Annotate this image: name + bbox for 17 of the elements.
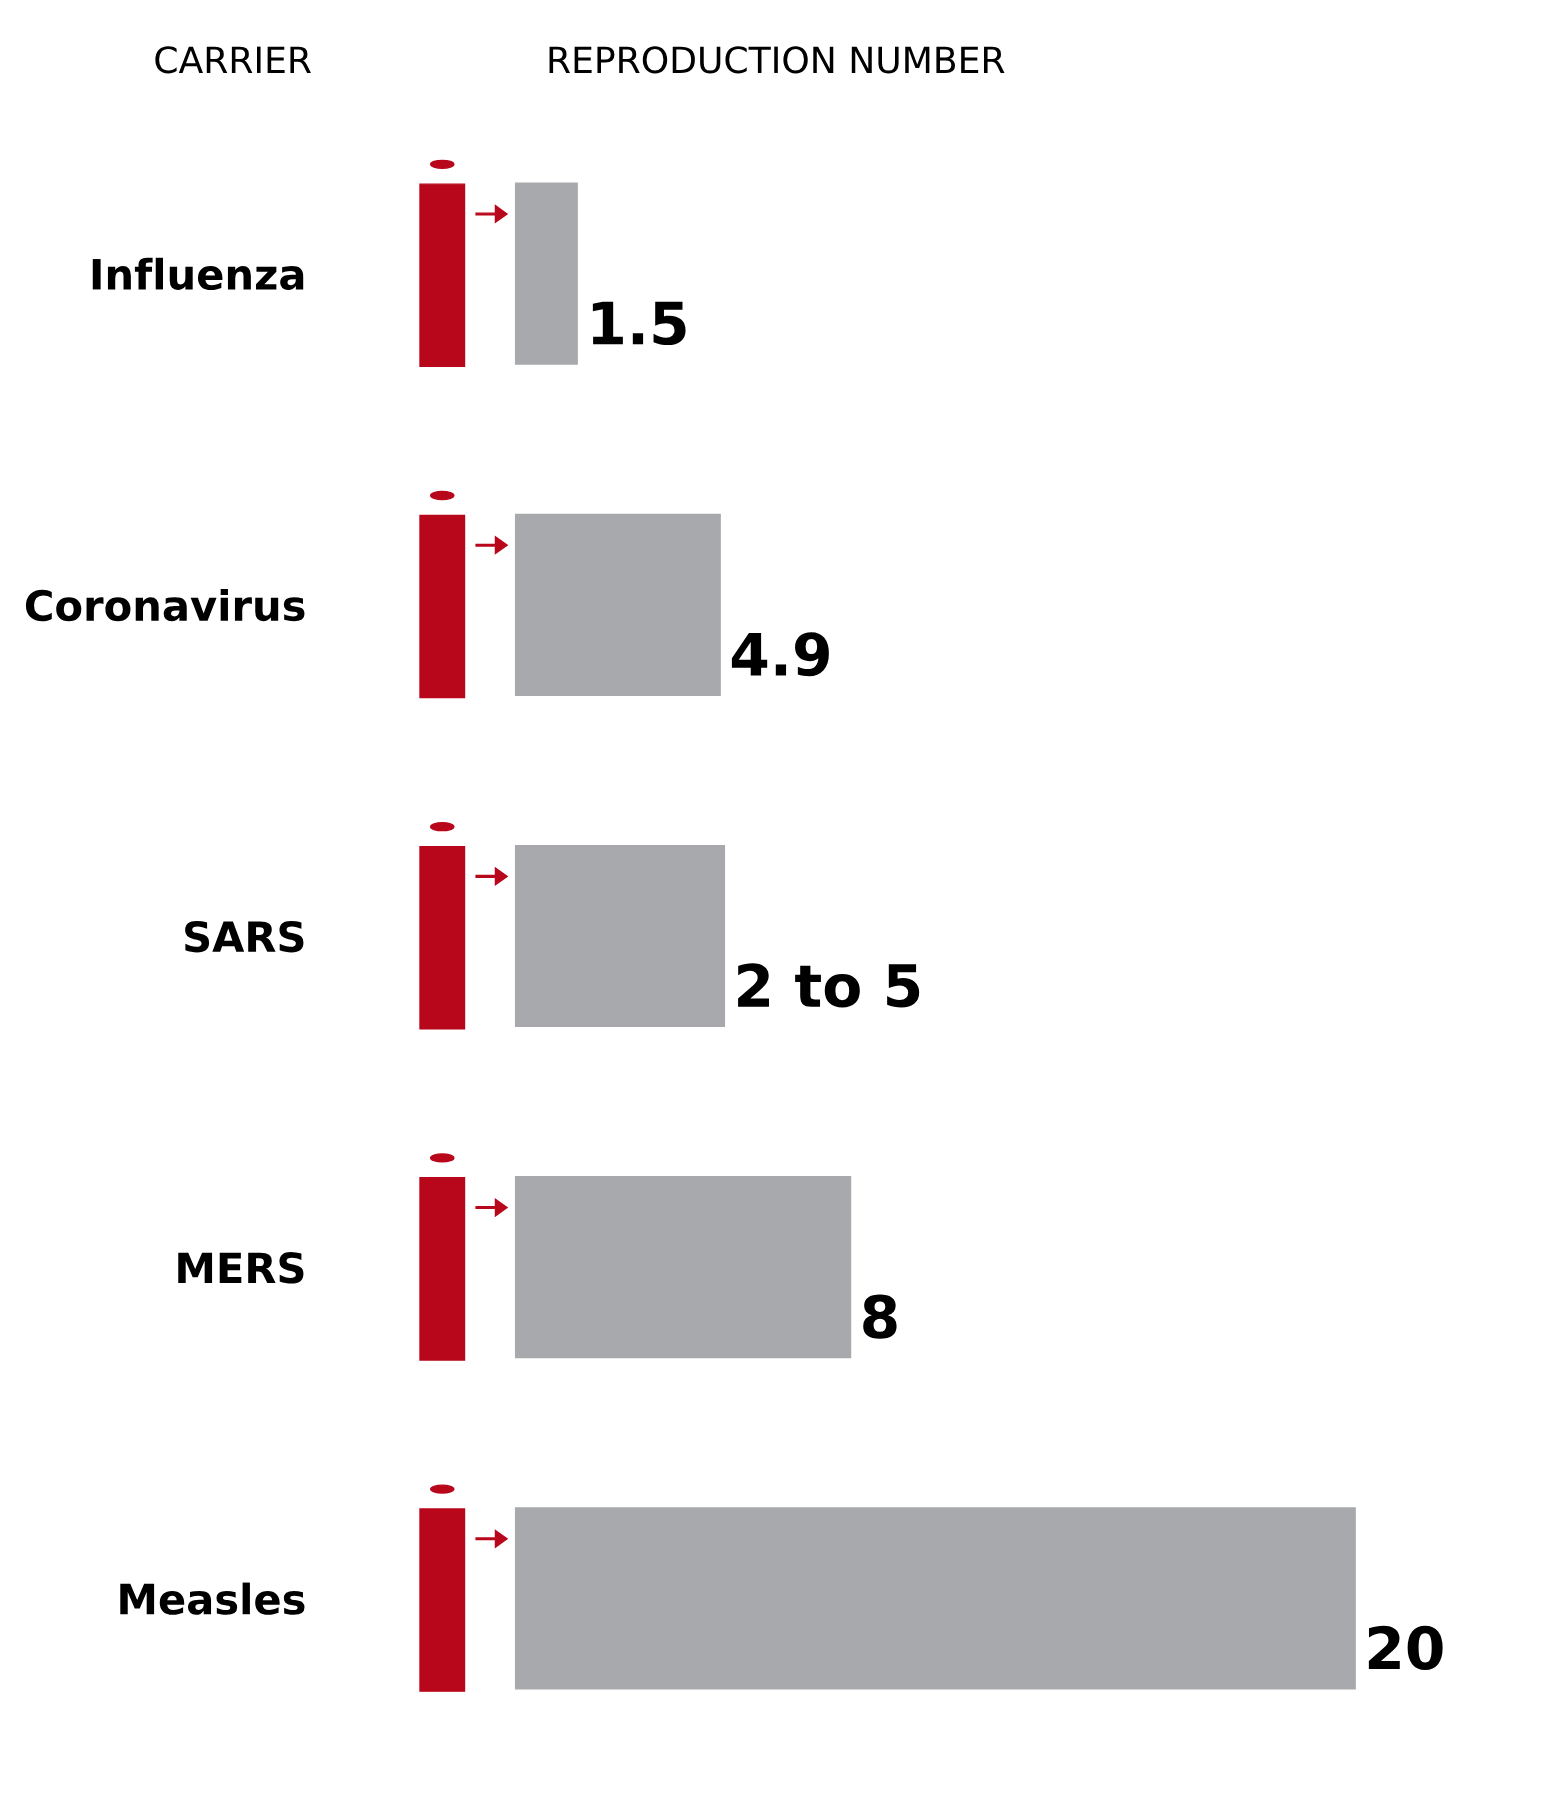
y-tick-label: MERS: [178, 1252, 304, 1284]
y-tick-label: SARS: [185, 920, 304, 953]
bar: [514, 182, 578, 365]
bar: [514, 844, 726, 1028]
data-label: 20: [1368, 1625, 1443, 1670]
data-label: 4.9: [731, 632, 829, 677]
data-label: 8: [863, 1294, 897, 1339]
y-tick-label: Influenza: [92, 257, 304, 291]
bar: [514, 1176, 852, 1359]
bar: [514, 513, 721, 696]
bar: [514, 1507, 1356, 1690]
data-label: 1.5: [592, 301, 686, 346]
data-label: 2 to 5: [738, 963, 920, 1008]
text: REPRODUCTION NUMBER: [549, 46, 1005, 74]
y-tick-label: Measles: [120, 1582, 305, 1615]
text: CARRIER: [155, 46, 311, 74]
y-tick-label: Coronavirus: [25, 588, 305, 622]
